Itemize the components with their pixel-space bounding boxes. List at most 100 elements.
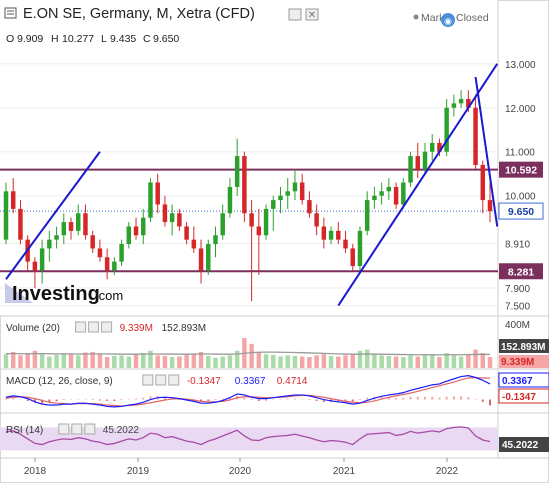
logo-text: Investing [12,283,100,305]
candle-body [47,240,51,249]
macd-hist-bar [5,399,7,400]
macd-hist-bar [27,400,29,401]
x-tick-label: 2018 [24,466,47,477]
macd-hist-bar [56,400,58,402]
x-tick-label: 2020 [229,466,252,477]
candle-body [76,213,80,231]
level-label: 10.592 [505,165,537,177]
macd-badge-label: 0.3367 [502,376,533,387]
macd-hist-bar [287,399,289,400]
macd-hist-bar [417,397,419,400]
candle-body [54,235,58,239]
volume-bar [18,355,22,368]
volume-bar [466,354,470,368]
candle-body [40,248,44,270]
macd-hist-bar [352,400,354,402]
candle-body [416,156,420,169]
volume-bar [437,357,441,368]
chart-title: E.ON SE, Germany, M, Xetra (CFD) [23,6,255,22]
ohlc-high: 10.277 [62,33,94,45]
x-tick-label: 2021 [333,466,356,477]
macd-hist-bar [467,397,469,399]
macd-hist-bar [243,398,245,400]
macd-hist-bar [424,397,426,400]
macd-hist-bar [258,400,260,401]
volume-bar [11,352,15,368]
volume-bar [322,354,326,368]
macd-hist-bar [113,400,115,401]
volume-bar [76,355,80,368]
rsi-badge-label: 45.2022 [502,440,539,451]
panel-settings-icon [76,322,86,332]
macd-hist-bar [475,400,477,401]
volume-bar [213,358,217,368]
panel-value: 152.893M [162,323,206,334]
candle-body [18,209,22,240]
candle-body [430,143,434,152]
y-tick-label: 7.500 [505,302,530,313]
candle-body [235,156,239,187]
panel-edit-icon [156,375,166,385]
macd-hist-bar [222,399,224,400]
macd-hist-bar [207,400,209,401]
volume-bar [155,355,159,368]
volume-bar [351,354,355,368]
market-status-dot [414,15,419,20]
logo-suffix: .com [95,288,123,303]
volume-bar [98,354,102,368]
macd-hist-bar [395,398,397,400]
settings-icon[interactable] [289,9,301,20]
candle-body [300,183,304,201]
panel-edit-icon [72,424,82,434]
volume-badge-label: 152.893M [501,342,545,353]
candle-body [83,213,87,235]
candle-body [365,200,369,231]
candle-body [177,213,181,226]
y-tick-label: 13.000 [505,60,536,71]
candle-body [127,226,131,244]
volume-bar [127,357,131,369]
candle-body [62,222,66,235]
y-tick-label: 11.000 [505,148,535,159]
x-tick-label: 2019 [127,466,150,477]
panel-close-icon [102,322,112,332]
macd-hist-bar [431,397,433,400]
candle-body [199,248,203,270]
volume-bar [307,357,311,368]
panel-title: MACD (12, 26, close, 9) [6,376,113,387]
volume-bar [401,357,405,368]
y-tick-label: 10.000 [505,192,536,203]
volume-bar [119,355,123,368]
candle-body [257,226,261,235]
candle-body [401,183,405,205]
ohlc-close: 9.650 [153,33,179,45]
level-label: 8.281 [508,266,534,278]
candle-body [293,183,297,192]
macd-hist-bar [366,398,368,400]
candle-body [184,226,188,239]
volume-bar [105,357,109,368]
ohlc-open: 9.909 [17,33,43,45]
panel-value: 9.339M [120,323,153,334]
volume-bar [459,357,463,369]
volume-bar [206,356,210,368]
volume-bar [408,355,412,368]
volume-bar [54,355,58,368]
panel-value: 0.3367 [235,376,266,387]
volume-bar [134,354,138,368]
candle-body [481,165,485,200]
volume-bar [257,352,261,368]
volume-bar [228,355,232,368]
macd-hist-bar [316,400,318,401]
ohlc-high-label: H [51,33,59,45]
candle-body [98,248,102,257]
volume-bar [163,356,167,368]
macd-badge-label-2: -0.1347 [502,392,536,403]
macd-hist-bar [272,400,274,401]
volume-bar [387,356,391,368]
candle-body [423,152,427,170]
volume-axis-label: 400M [505,320,530,331]
macd-hist-bar [438,398,440,400]
volume-bar [285,355,289,368]
candle-body [271,200,275,209]
